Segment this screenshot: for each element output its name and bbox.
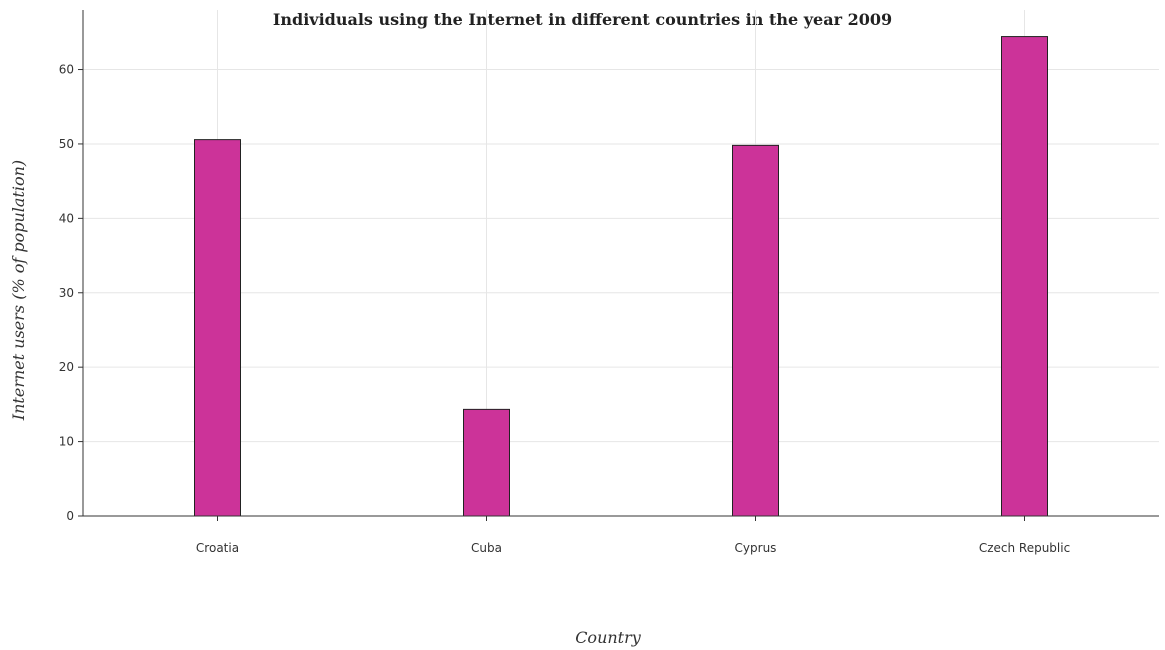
x-tick-label: Cyprus <box>735 541 777 555</box>
y-tick-label: 60 <box>59 63 74 77</box>
bar-czech-republic <box>1001 36 1048 517</box>
y-tick-label: 50 <box>59 137 74 151</box>
y-tick-label: 40 <box>59 211 74 225</box>
y-tick-label: 30 <box>59 286 74 300</box>
x-tick-label: Czech Republic <box>979 541 1070 555</box>
y-tick-label: 0 <box>66 509 74 523</box>
grid-lines <box>83 10 1159 517</box>
bar-croatia <box>194 139 241 517</box>
y-tick-label: 10 <box>59 435 74 449</box>
x-tick-label: Cuba <box>471 541 502 555</box>
axes: 0 10 20 30 40 50 60 Croatia Cuba Cyprus Czech Repu… <box>59 10 1159 555</box>
bar-cuba <box>463 408 510 517</box>
y-tick-label: 20 <box>59 360 74 374</box>
bar-cyprus <box>732 144 779 517</box>
x-axis-label: Country <box>575 628 642 647</box>
chart-title: Individuals using the Internet in differ… <box>272 10 893 29</box>
bars <box>194 36 1048 517</box>
y-axis-label: Internet users (% of population) <box>9 160 28 421</box>
x-tick-label: Croatia <box>196 541 239 555</box>
